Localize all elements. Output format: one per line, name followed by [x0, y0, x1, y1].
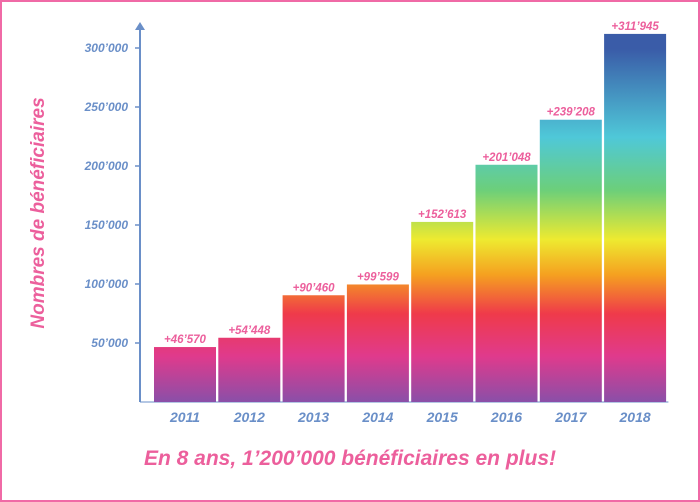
y-tick-label: 200’000 — [84, 159, 129, 173]
y-tick-label: 300’000 — [85, 41, 129, 55]
bar-2012 — [218, 337, 281, 402]
y-axis-arrow-icon — [135, 22, 145, 30]
data-labels: +46’570 +54’448 +90’460 +99’599 +152’613 +201… — [164, 21, 659, 346]
x-tick-label: 2018 — [619, 409, 651, 425]
bar-2017 — [539, 119, 602, 402]
x-tick-label: 2017 — [554, 409, 587, 425]
chart-subtitle: En 8 ans, 1’200’000 bénéficiaires en plu… — [143, 447, 557, 470]
bar-2018 — [604, 33, 667, 402]
bar-2013 — [282, 295, 345, 402]
y-tick-label: 150’000 — [85, 218, 129, 232]
data-label: +46’570 — [164, 334, 206, 346]
data-label: +99’599 — [357, 271, 399, 283]
axes: 50’000 100’000 150’000 200’000 250’000 300’00… — [84, 22, 669, 425]
data-label: +54’448 — [228, 325, 270, 337]
x-tick-label: 2016 — [490, 409, 522, 425]
x-tick-label: 2013 — [297, 409, 329, 425]
x-tick-label: 2011 — [169, 409, 200, 425]
data-label: +201’048 — [482, 152, 531, 164]
data-label: +90’460 — [293, 282, 335, 294]
y-axis-label: Nombres de bénéficiaires — [28, 97, 49, 328]
bar-2014 — [346, 284, 409, 402]
bars — [154, 33, 667, 402]
bar-2015 — [411, 221, 474, 402]
data-label: +239’208 — [547, 107, 596, 119]
x-tick-label: 2014 — [361, 409, 393, 425]
data-label: +311’945 — [611, 21, 659, 33]
x-tick-label: 2015 — [426, 409, 458, 425]
bar-2011 — [154, 347, 216, 402]
y-tick-label: 100’000 — [85, 277, 129, 291]
y-tick-label: 50’000 — [91, 336, 128, 350]
x-tick-label: 2012 — [233, 409, 265, 425]
data-label: +152’613 — [418, 209, 467, 221]
y-tick-label: 250’000 — [84, 100, 129, 114]
bar-2016 — [475, 164, 538, 402]
